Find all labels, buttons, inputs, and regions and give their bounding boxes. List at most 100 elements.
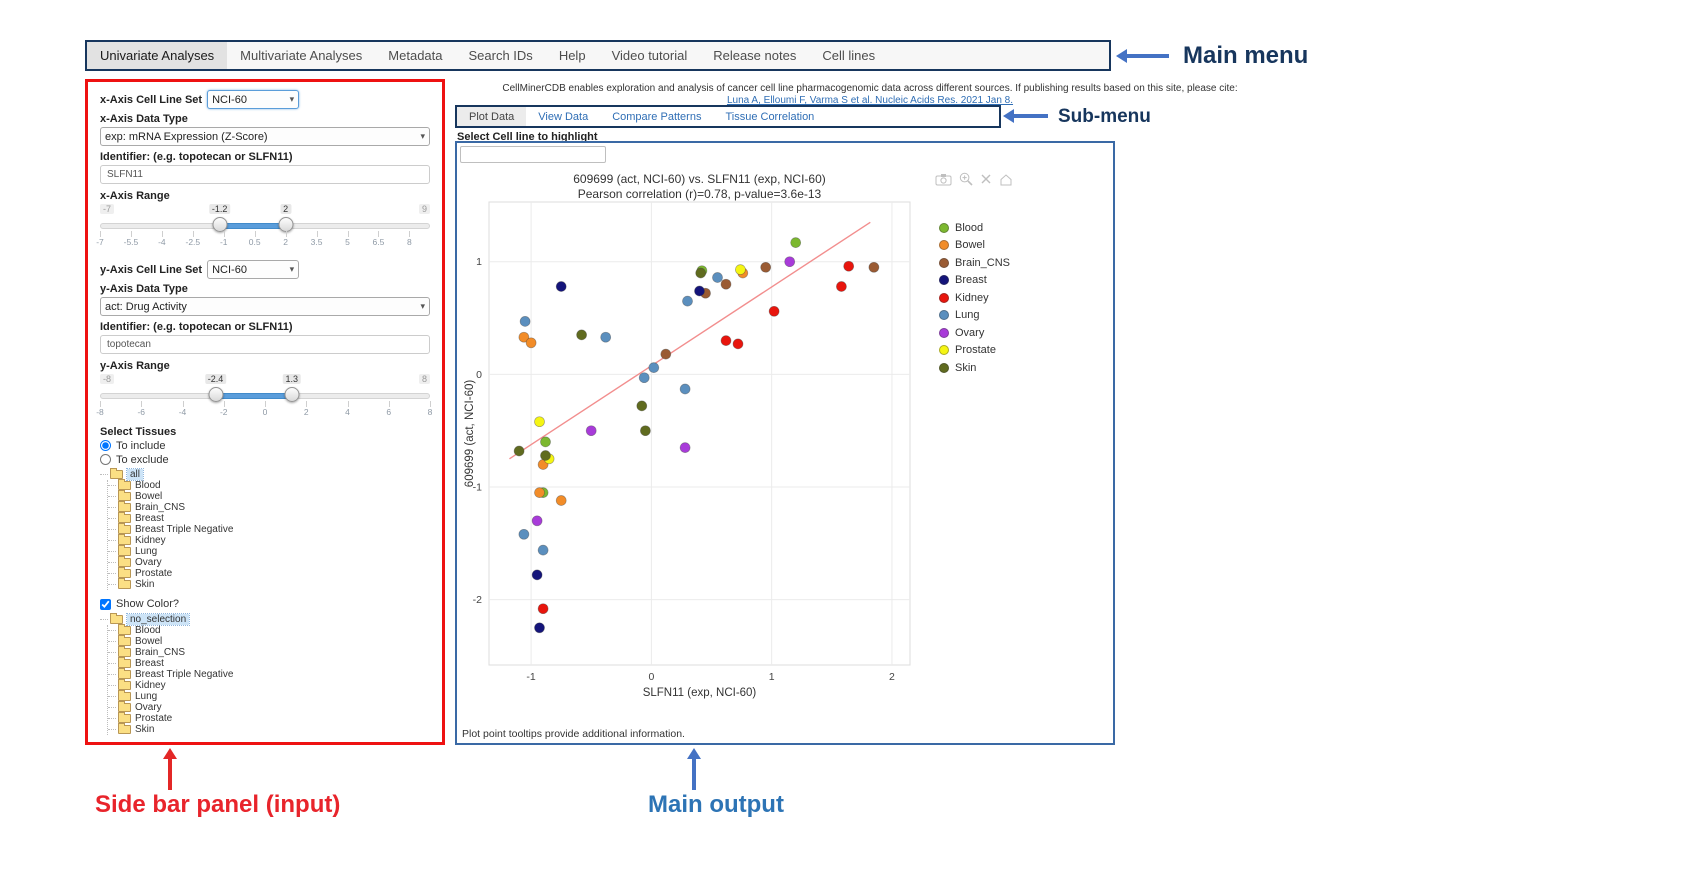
tissue-node-breast-triple-negative[interactable]: Breast Triple Negative: [108, 523, 430, 535]
menu-item-search-ids[interactable]: Search IDs: [468, 48, 533, 63]
legend-item-skin[interactable]: Skin: [939, 359, 1010, 377]
slider-handle-from[interactable]: [212, 217, 228, 232]
tissue-node-ovary[interactable]: Ovary: [108, 556, 430, 568]
camera-icon[interactable]: [935, 173, 952, 186]
data-point-lung[interactable]: [518, 528, 530, 540]
tissue-node-skin[interactable]: Skin: [108, 578, 430, 590]
color-node-blood[interactable]: Blood: [108, 624, 430, 636]
slider-bar[interactable]: [219, 223, 286, 229]
legend-item-ovary[interactable]: Ovary: [939, 324, 1010, 342]
y-identifier-input[interactable]: [100, 335, 430, 354]
menu-item-multivariate-analyses[interactable]: Multivariate Analyses: [240, 48, 363, 63]
data-point-kidney[interactable]: [768, 305, 780, 317]
data-point-ovary[interactable]: [585, 425, 597, 437]
data-point-ovary[interactable]: [679, 442, 691, 453]
data-point-skin[interactable]: [540, 450, 551, 461]
slider-handle-to[interactable]: [284, 387, 300, 402]
tissue-node-blood[interactable]: Blood: [108, 479, 430, 491]
menu-item-metadata[interactable]: Metadata: [388, 48, 443, 63]
data-point-lung[interactable]: [519, 316, 531, 327]
legend-item-breast[interactable]: Breast: [939, 272, 1010, 290]
to-include-option[interactable]: To include: [100, 439, 430, 452]
data-point-lung[interactable]: [648, 362, 660, 373]
menu-item-cell-lines[interactable]: Cell lines: [822, 48, 876, 63]
data-point-kidney[interactable]: [843, 260, 855, 272]
x-data-type-select[interactable]: exp: mRNA Expression (Z-Score) ▾: [100, 127, 430, 146]
data-point-breast[interactable]: [531, 569, 543, 581]
tab-compare-patterns[interactable]: Compare Patterns: [612, 110, 702, 123]
tissue-node-breast[interactable]: Breast: [108, 512, 430, 524]
legend-item-bowel[interactable]: Bowel: [939, 237, 1010, 255]
to-include-radio[interactable]: [100, 440, 111, 451]
tab-tissue-correlation[interactable]: Tissue Correlation: [725, 110, 815, 123]
menu-item-univariate-analyses[interactable]: Univariate Analyses: [87, 42, 228, 69]
data-point-bowel[interactable]: [518, 331, 530, 343]
show-color-option[interactable]: Show Color?: [100, 597, 430, 611]
y-data-type-select[interactable]: act: Drug Activity ▾: [100, 297, 430, 316]
color-node-kidney[interactable]: Kidney: [108, 679, 430, 691]
scatter-plot[interactable]: -1 0 1 2 -2 -1 0 1 609699 (act, NCI-60) vs. SLFN…: [463, 163, 963, 708]
data-point-brain-cns[interactable]: [720, 278, 732, 290]
tissue-node-brain-cns[interactable]: Brain_CNS: [108, 501, 430, 513]
data-point-blood[interactable]: [540, 436, 551, 448]
legend-item-brain-cns[interactable]: Brain_CNS: [939, 254, 1010, 272]
data-point-prostate[interactable]: [534, 416, 545, 428]
tissue-node-lung[interactable]: Lung: [108, 545, 430, 557]
zoom-icon[interactable]: [959, 172, 973, 186]
data-point-lung[interactable]: [712, 272, 723, 283]
x-identifier-input[interactable]: [100, 165, 430, 184]
data-point-breast[interactable]: [555, 281, 567, 292]
data-point-ovary[interactable]: [531, 515, 543, 527]
menu-item-video-tutorial[interactable]: Video tutorial: [611, 48, 688, 63]
cell-line-highlight-input[interactable]: [460, 146, 606, 163]
color-node-no-selection[interactable]: no_selection: [100, 613, 430, 626]
color-node-breast-triple-negative[interactable]: Breast Triple Negative: [108, 668, 430, 680]
show-color-checkbox[interactable]: [100, 598, 111, 610]
data-point-blood[interactable]: [790, 237, 802, 248]
y-axis-range-slider[interactable]: -8 8 -2.4 1.3 -8 -6 -4 -2 0 2 4 6 8: [96, 374, 432, 418]
citation-link[interactable]: Luna A, Elloumi F, Varma S et al. Nuclei…: [726, 95, 1014, 106]
data-point-bowel[interactable]: [534, 487, 545, 498]
slider-handle-to[interactable]: [278, 217, 294, 232]
reset-axes-icon[interactable]: [999, 173, 1013, 186]
to-exclude-option[interactable]: To exclude: [100, 453, 430, 466]
to-exclude-radio[interactable]: [100, 454, 111, 465]
data-point-kidney[interactable]: [537, 603, 549, 615]
data-point-lung[interactable]: [682, 295, 693, 307]
data-point-skin[interactable]: [576, 329, 587, 341]
x-axis-range-slider[interactable]: -7 9 -1.2 2 -7 -5.5 -4 -2.5 -1 0.5 2 3.5 5 6.5 8: [96, 204, 430, 248]
data-point-lung[interactable]: [638, 372, 650, 384]
color-node-bowel[interactable]: Bowel: [108, 635, 430, 647]
slider-bar[interactable]: [215, 393, 292, 399]
data-point-ovary[interactable]: [784, 256, 796, 268]
legend-item-blood[interactable]: Blood: [939, 219, 1010, 237]
color-node-breast[interactable]: Breast: [108, 657, 430, 669]
data-point-bowel[interactable]: [525, 337, 537, 349]
data-point-skin[interactable]: [695, 267, 707, 279]
data-point-kidney[interactable]: [836, 281, 847, 292]
data-point-breast[interactable]: [694, 285, 705, 297]
color-node-prostate[interactable]: Prostate: [108, 712, 430, 724]
data-point-prostate[interactable]: [735, 264, 746, 275]
data-point-kidney[interactable]: [720, 335, 732, 346]
tissue-node-all[interactable]: all: [100, 468, 430, 481]
data-point-lung[interactable]: [679, 383, 691, 395]
menu-item-help[interactable]: Help: [558, 48, 586, 63]
data-point-kidney[interactable]: [732, 338, 744, 350]
tissue-node-kidney[interactable]: Kidney: [108, 534, 430, 546]
close-icon[interactable]: [980, 173, 992, 185]
data-point-lung[interactable]: [537, 544, 549, 556]
color-node-lung[interactable]: Lung: [108, 690, 430, 702]
legend-item-kidney[interactable]: Kidney: [939, 289, 1010, 307]
tissue-node-bowel[interactable]: Bowel: [108, 490, 430, 502]
color-node-brain-cns[interactable]: Brain_CNS: [108, 646, 430, 658]
legend-item-prostate[interactable]: Prostate: [939, 342, 1010, 360]
y-cell-line-set-select[interactable]: NCI-60 ▾: [207, 260, 300, 279]
data-point-brain-cns[interactable]: [660, 348, 672, 360]
color-node-skin[interactable]: Skin: [108, 723, 430, 735]
color-node-ovary[interactable]: Ovary: [108, 701, 430, 713]
legend-item-lung[interactable]: Lung: [939, 307, 1010, 325]
x-cell-line-set-select[interactable]: NCI-60 ▾: [207, 90, 300, 109]
data-point-lung[interactable]: [600, 331, 612, 343]
menu-item-release-notes[interactable]: Release notes: [713, 48, 797, 63]
